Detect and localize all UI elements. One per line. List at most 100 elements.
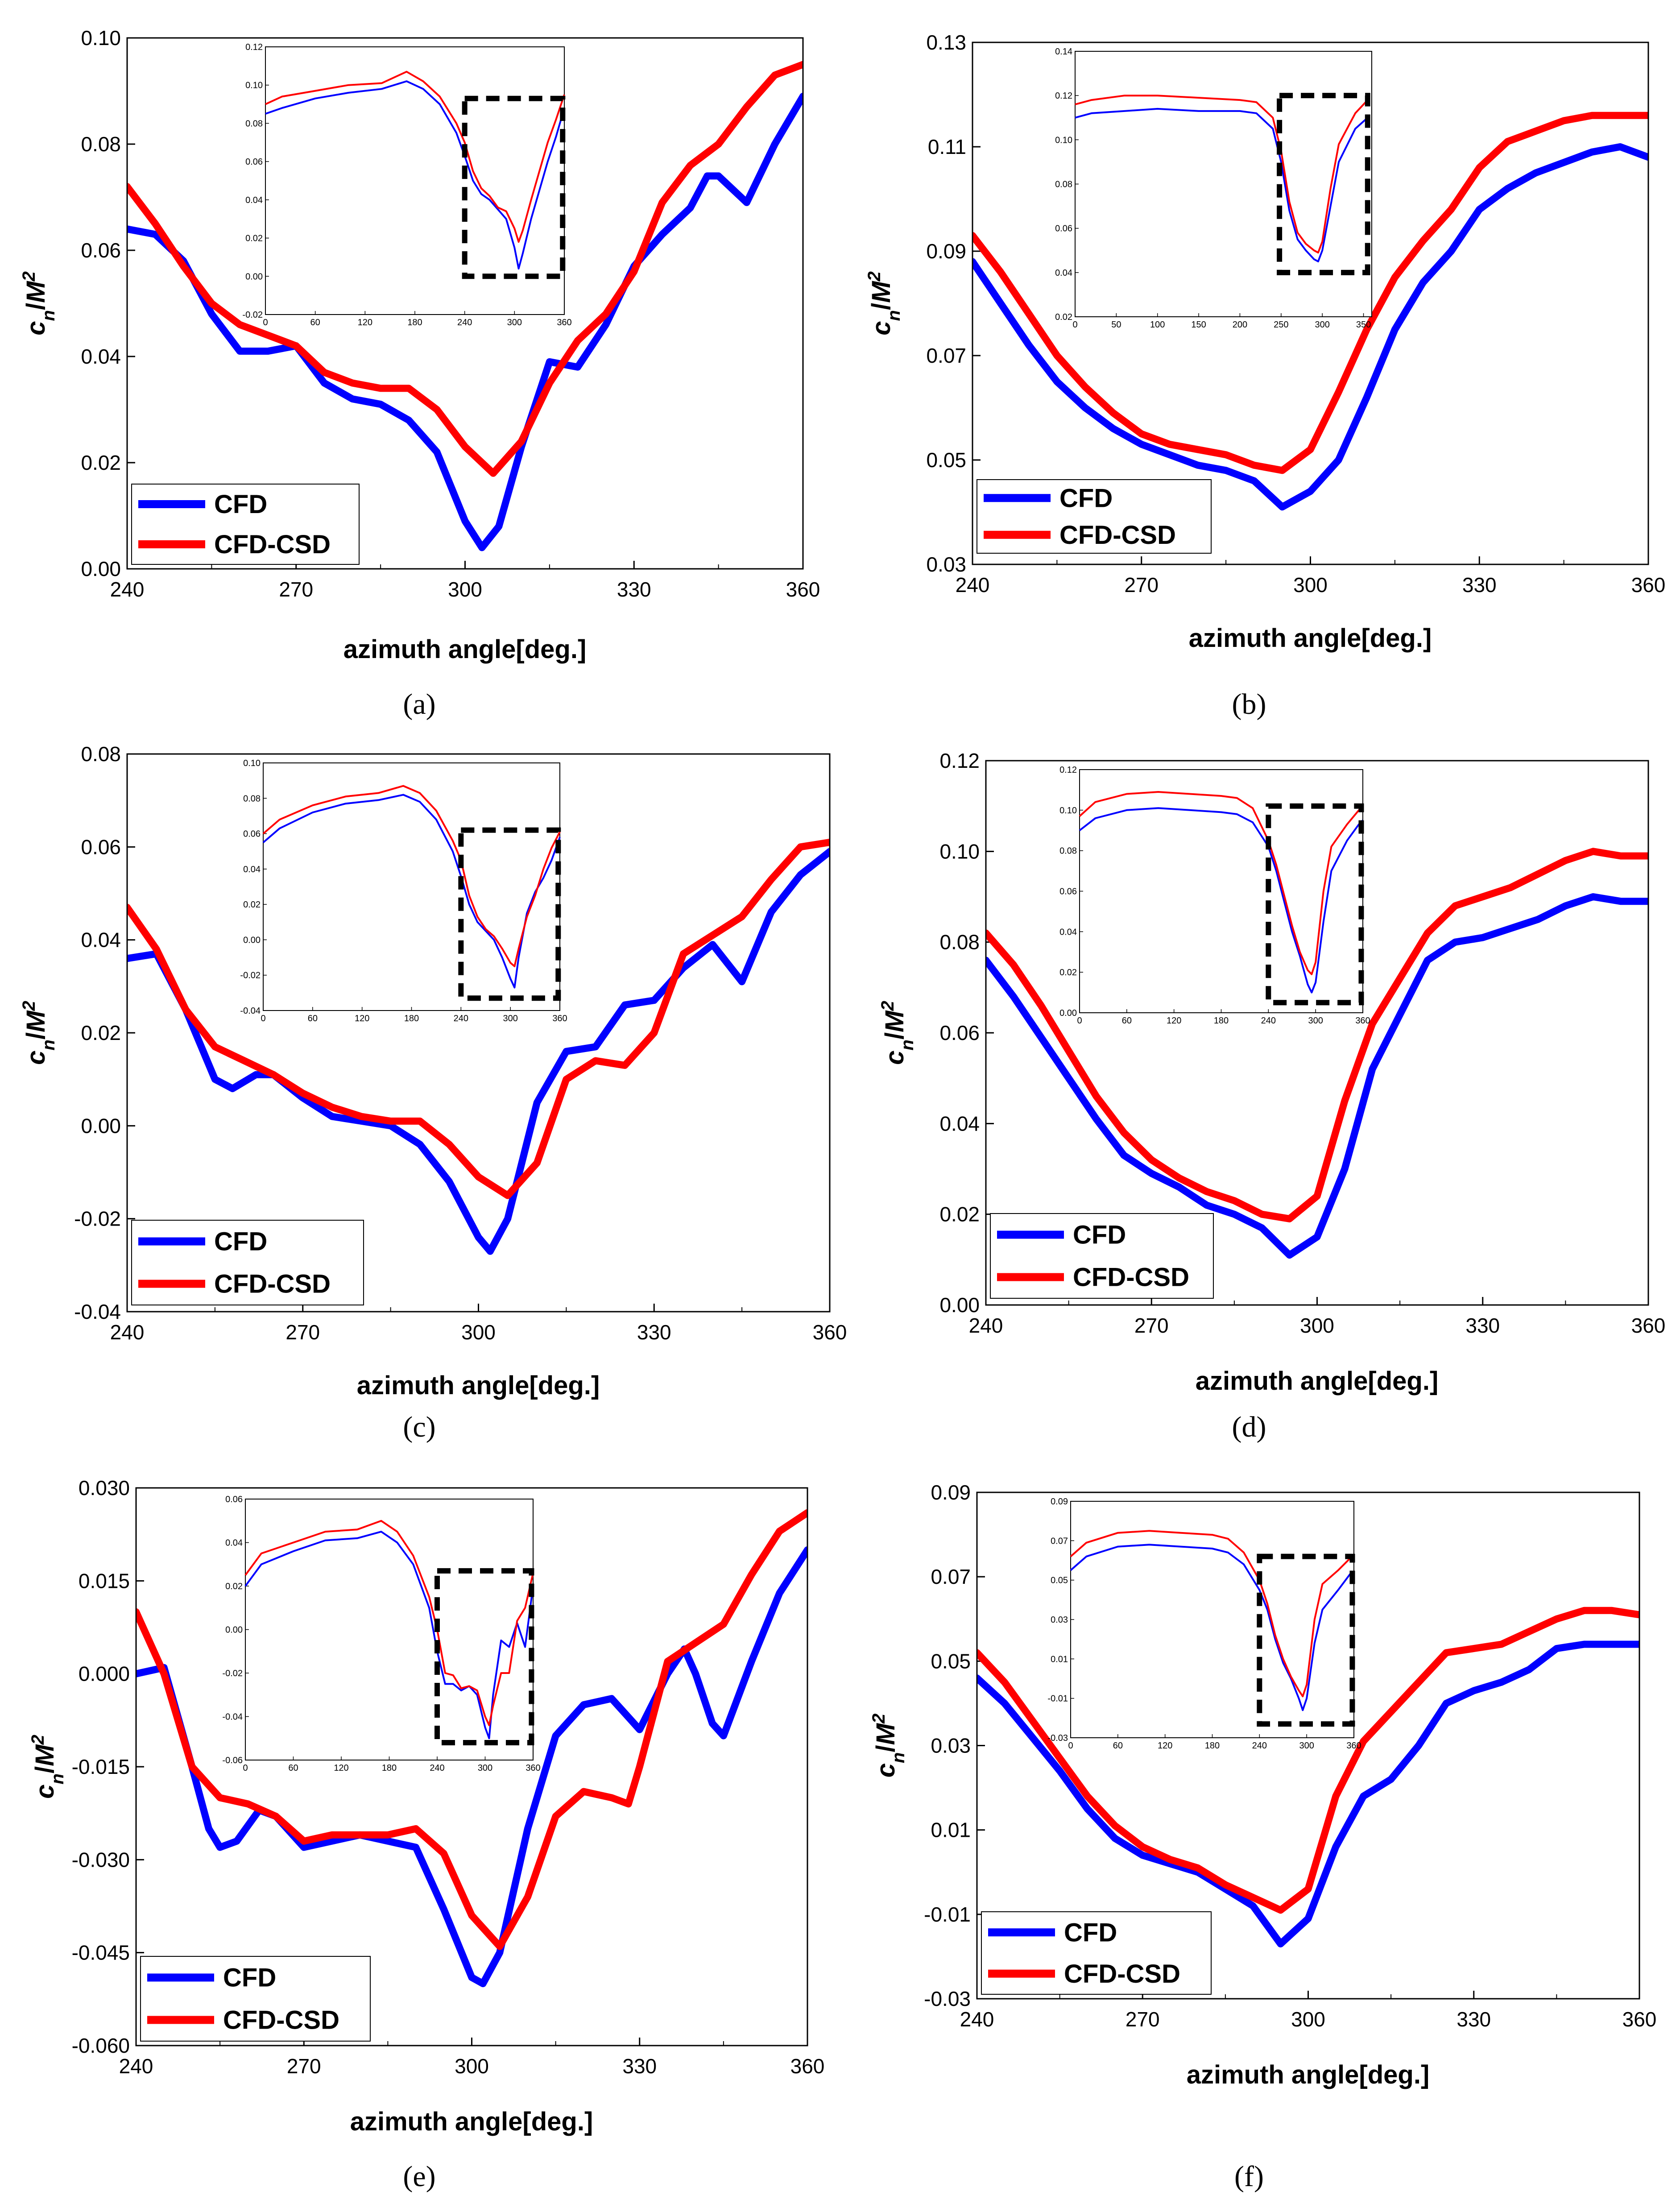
legend-box — [990, 1213, 1214, 1299]
inset-y-tick-label: 0.06 — [1059, 887, 1077, 897]
x-tick-label: 360 — [813, 1321, 847, 1344]
inset-x-tick-label: 180 — [404, 1014, 419, 1023]
inset-x-tick-label: 120 — [334, 1763, 348, 1773]
inset-y-tick-label: 0.04 — [245, 195, 263, 205]
inset-line-cfd — [1070, 1544, 1354, 1711]
y-label-sup: 2 — [28, 1735, 48, 1745]
y-tick-label: 0.10 — [939, 840, 980, 863]
panel-caption: (d) — [1232, 1411, 1266, 1443]
inset-y-tick-label: 0.09 — [1051, 1497, 1068, 1507]
inset-y-tick-label: -0.02 — [222, 1669, 243, 1678]
x-tick-label: 330 — [622, 2055, 657, 2078]
panel-caption: (f) — [1234, 2160, 1264, 2193]
inset-y-tick-label: 0.04 — [225, 1538, 243, 1548]
inset-chart: 0 60 120 180 240 300 360 -0.03 -0.01 0.01 0.03 0.05… — [1047, 1497, 1361, 1751]
legend-box — [977, 479, 1212, 554]
inset-y-tick-label: -0.02 — [242, 310, 263, 320]
y-axis-label: cn/M2 — [865, 271, 904, 335]
y-tick-label: -0.02 — [74, 1207, 121, 1230]
inset-y-tick-label: 0.08 — [1055, 180, 1072, 190]
inset-x-tick-label: 60 — [288, 1763, 298, 1773]
y-label-slash: / — [30, 1766, 59, 1773]
inset-y-tick-label: 0.08 — [243, 794, 261, 804]
inset-line-cfd-csd — [1079, 791, 1363, 975]
y-tick-label: 0.06 — [939, 1021, 980, 1044]
legend-label-cfd: CFD — [214, 490, 267, 519]
x-tick-label: 360 — [786, 578, 820, 601]
inset-x-tick-label: 0 — [1068, 1741, 1073, 1751]
x-tick-label: 300 — [1300, 1314, 1334, 1337]
y-axis-label: cn/M2 — [28, 1735, 67, 1798]
inset-y-tick-label: 0.00 — [1059, 1008, 1077, 1018]
x-axis-label: azimuth angle[deg.] — [357, 1371, 600, 1400]
y-tick-label: 0.06 — [81, 239, 121, 262]
legend-label-cfd-csd: CFD-CSD — [214, 1270, 331, 1299]
legend: CFD CFD-CSD — [140, 1956, 371, 2042]
y-tick-label: 0.08 — [81, 742, 121, 766]
inset-y-tick-label: 0.02 — [1059, 968, 1077, 978]
y-tick-label: -0.03 — [924, 1987, 971, 2010]
inset-y-tick-label: 0.06 — [1055, 224, 1072, 234]
inset-x-tick-label: 300 — [1308, 1016, 1323, 1026]
y-label-sub: n — [884, 310, 904, 321]
x-tick-label: 240 — [119, 2055, 153, 2078]
panel-caption: (c) — [403, 1411, 435, 1443]
inset-y-tick-label: 0.04 — [243, 865, 261, 874]
zoom-region-box — [1277, 93, 1370, 275]
inset-x-tick-label: 120 — [1158, 1741, 1172, 1751]
x-tick-label: 300 — [448, 578, 482, 601]
inset-x-tick-label: 300 — [1315, 320, 1329, 330]
y-tick-label: 0.07 — [926, 344, 966, 367]
chart-panel-b: 240 270 300 330 360 0.03 0.05 0.07 0.09 0.11 0.13 a… — [865, 31, 1665, 721]
y-label-slash: / — [21, 1032, 50, 1040]
inset-x-tick-label: 60 — [1122, 1016, 1132, 1026]
y-label-mid: M — [30, 1744, 59, 1766]
x-tick-label: 330 — [637, 1321, 671, 1344]
y-tick-label: -0.015 — [72, 1755, 130, 1778]
y-label-sub: n — [39, 310, 58, 321]
legend-label-cfd-csd: CFD-CSD — [1059, 521, 1176, 550]
x-tick-label: 360 — [1622, 2008, 1657, 2031]
zoom-region-box — [1266, 803, 1364, 1006]
y-label-mid: M — [21, 281, 50, 303]
y-tick-label: -0.01 — [924, 1903, 971, 1926]
legend-box — [131, 1220, 364, 1305]
legend: CFD CFD-CSD — [131, 1220, 364, 1305]
x-axis-label: azimuth angle[deg.] — [343, 635, 587, 664]
x-axis-label: azimuth angle[deg.] — [350, 2107, 593, 2136]
legend: CFD CFD-CSD — [977, 479, 1212, 554]
y-tick-label: 0.11 — [928, 135, 966, 158]
y-tick-label: 0.03 — [931, 1734, 971, 1757]
inset-chart: 0 60 120 180 240 300 360 -0.02 0.00 0.02 0.04 0.06 0… — [242, 42, 571, 327]
y-tick-label: 0.04 — [939, 1112, 980, 1135]
inset-x-tick-label: 0 — [261, 1014, 265, 1023]
y-label-base: c — [30, 1784, 59, 1798]
legend-label-cfd: CFD — [1073, 1221, 1126, 1250]
inset-y-tick-label: 0.01 — [1051, 1654, 1068, 1664]
inset-x-tick-label: 240 — [457, 318, 472, 327]
series-line-cfd — [972, 143, 1648, 511]
inset-y-tick-label: 0.00 — [243, 935, 261, 945]
y-tick-label: 0.030 — [79, 1476, 130, 1500]
series-line-cfd — [127, 848, 830, 1255]
y-tick-label: 0.10 — [81, 26, 121, 50]
inset-x-tick-label: 300 — [507, 318, 522, 327]
y-tick-label: 0.04 — [81, 345, 121, 368]
y-tick-label: 0.00 — [939, 1293, 980, 1317]
inset-y-tick-label: -0.06 — [222, 1756, 243, 1765]
y-label-base: c — [21, 321, 50, 335]
inset-x-tick-label: 250 — [1274, 320, 1288, 330]
legend-label-cfd: CFD — [223, 1963, 276, 1992]
series-line-cfd-csd — [136, 1509, 807, 1950]
inset-chart: 0 60 120 180 240 300 360 -0.04 -0.02 0.00 0.02 0.04… — [240, 758, 567, 1023]
y-label-sup: 2 — [19, 271, 39, 282]
inset-line-cfd-csd — [262, 785, 561, 967]
inset-x-tick-label: 180 — [1205, 1741, 1220, 1751]
legend-label-cfd: CFD — [214, 1227, 267, 1256]
inset-y-tick-label: 0.00 — [225, 1625, 243, 1635]
series-line-cfd-csd — [127, 61, 803, 477]
inset-x-tick-label: 300 — [478, 1763, 492, 1773]
legend: CFD CFD-CSD — [990, 1213, 1214, 1299]
x-axis-label: azimuth angle[deg.] — [1187, 2060, 1430, 2089]
